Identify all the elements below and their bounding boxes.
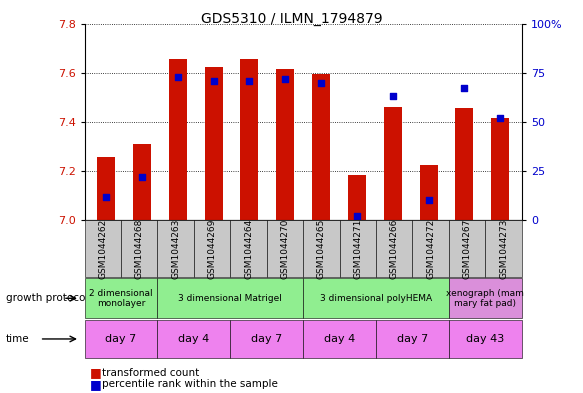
Text: transformed count: transformed count xyxy=(102,367,199,378)
Text: GSM1044265: GSM1044265 xyxy=(317,219,326,279)
Point xyxy=(460,85,469,92)
Point xyxy=(280,75,290,82)
Bar xyxy=(312,74,330,220)
Text: GSM1044271: GSM1044271 xyxy=(353,219,362,279)
Bar xyxy=(384,107,402,220)
Bar xyxy=(491,118,509,220)
Text: GSM1044270: GSM1044270 xyxy=(280,219,289,279)
Text: day 43: day 43 xyxy=(466,334,504,344)
Point xyxy=(317,79,326,86)
Text: day 7: day 7 xyxy=(397,334,428,344)
Text: GSM1044263: GSM1044263 xyxy=(171,219,180,279)
Bar xyxy=(240,59,258,220)
Text: 2 dimensional
monolayer: 2 dimensional monolayer xyxy=(89,288,153,308)
Bar xyxy=(168,59,187,220)
Point xyxy=(209,77,218,84)
Bar xyxy=(348,174,366,220)
Bar xyxy=(97,158,115,220)
Text: GSM1044268: GSM1044268 xyxy=(135,219,143,279)
Text: GSM1044266: GSM1044266 xyxy=(390,219,399,279)
Bar xyxy=(455,108,473,220)
Text: 3 dimensional polyHEMA: 3 dimensional polyHEMA xyxy=(320,294,432,303)
Text: GSM1044264: GSM1044264 xyxy=(244,219,253,279)
Point xyxy=(173,73,182,80)
Point xyxy=(137,174,146,180)
Text: GSM1044269: GSM1044269 xyxy=(208,219,216,279)
Text: 3 dimensional Matrigel: 3 dimensional Matrigel xyxy=(178,294,282,303)
Text: day 7: day 7 xyxy=(106,334,136,344)
Text: GSM1044272: GSM1044272 xyxy=(426,219,435,279)
Point xyxy=(101,193,111,200)
Text: day 4: day 4 xyxy=(178,334,209,344)
Text: GSM1044262: GSM1044262 xyxy=(99,219,107,279)
Text: time: time xyxy=(6,334,30,344)
Text: ■: ■ xyxy=(90,366,102,379)
Bar xyxy=(205,66,223,220)
Text: GDS5310 / ILMN_1794879: GDS5310 / ILMN_1794879 xyxy=(201,12,382,26)
Text: day 4: day 4 xyxy=(324,334,355,344)
Text: GSM1044273: GSM1044273 xyxy=(499,219,508,279)
Text: percentile rank within the sample: percentile rank within the sample xyxy=(102,379,278,389)
Point xyxy=(424,197,433,204)
Point xyxy=(245,77,254,84)
Point xyxy=(352,213,361,219)
Point xyxy=(496,115,505,121)
Text: day 7: day 7 xyxy=(251,334,282,344)
Bar xyxy=(420,165,438,220)
Text: xenograph (mam
mary fat pad): xenograph (mam mary fat pad) xyxy=(447,288,524,308)
Point xyxy=(388,93,398,99)
Bar xyxy=(133,144,151,220)
Text: GSM1044267: GSM1044267 xyxy=(463,219,472,279)
Text: ■: ■ xyxy=(90,378,102,391)
Text: growth protocol: growth protocol xyxy=(6,293,88,303)
Bar xyxy=(276,69,294,220)
